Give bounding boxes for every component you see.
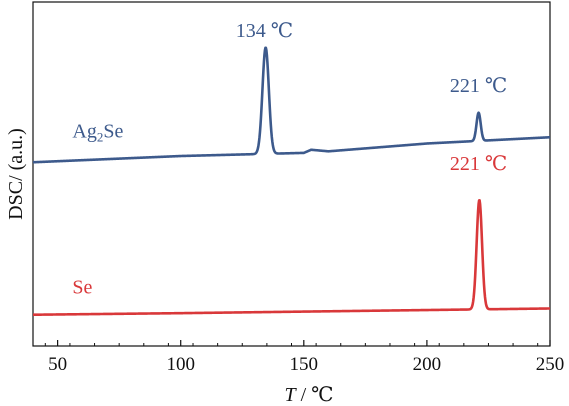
series-label-ag2se: Ag2Se [72,120,123,144]
x-axis-unit: ℃ [311,384,333,406]
peak-annotation-0: 134 ℃ [236,20,293,42]
y-axis-title: DSC/ (a.u.) [5,128,27,220]
x-ticks: 50 100 150 200 250 [44,340,565,375]
x-axis-variable: T [284,384,297,406]
x-tick-label-200: 200 [413,354,442,375]
x-axis-title: T / ℃ [284,384,333,406]
peak-annotation-1: 221 ℃ [450,75,507,97]
chart-labels: Ag2Se Se 134 ℃ 221 ℃ 221 ℃ [72,20,507,298]
x-tick-label-150: 150 [290,354,319,375]
x-tick-label-50: 50 [48,354,67,375]
series-lines [32,46,551,317]
series-line-1 [32,199,551,317]
series-line-0 [32,46,551,164]
series-label-se: Se [72,277,92,299]
x-axis-separator: / [296,384,312,406]
x-tick-label-100: 100 [166,354,195,375]
x-tick-label-250: 250 [536,354,565,375]
peak-annotation-2: 221 ℃ [450,153,507,175]
